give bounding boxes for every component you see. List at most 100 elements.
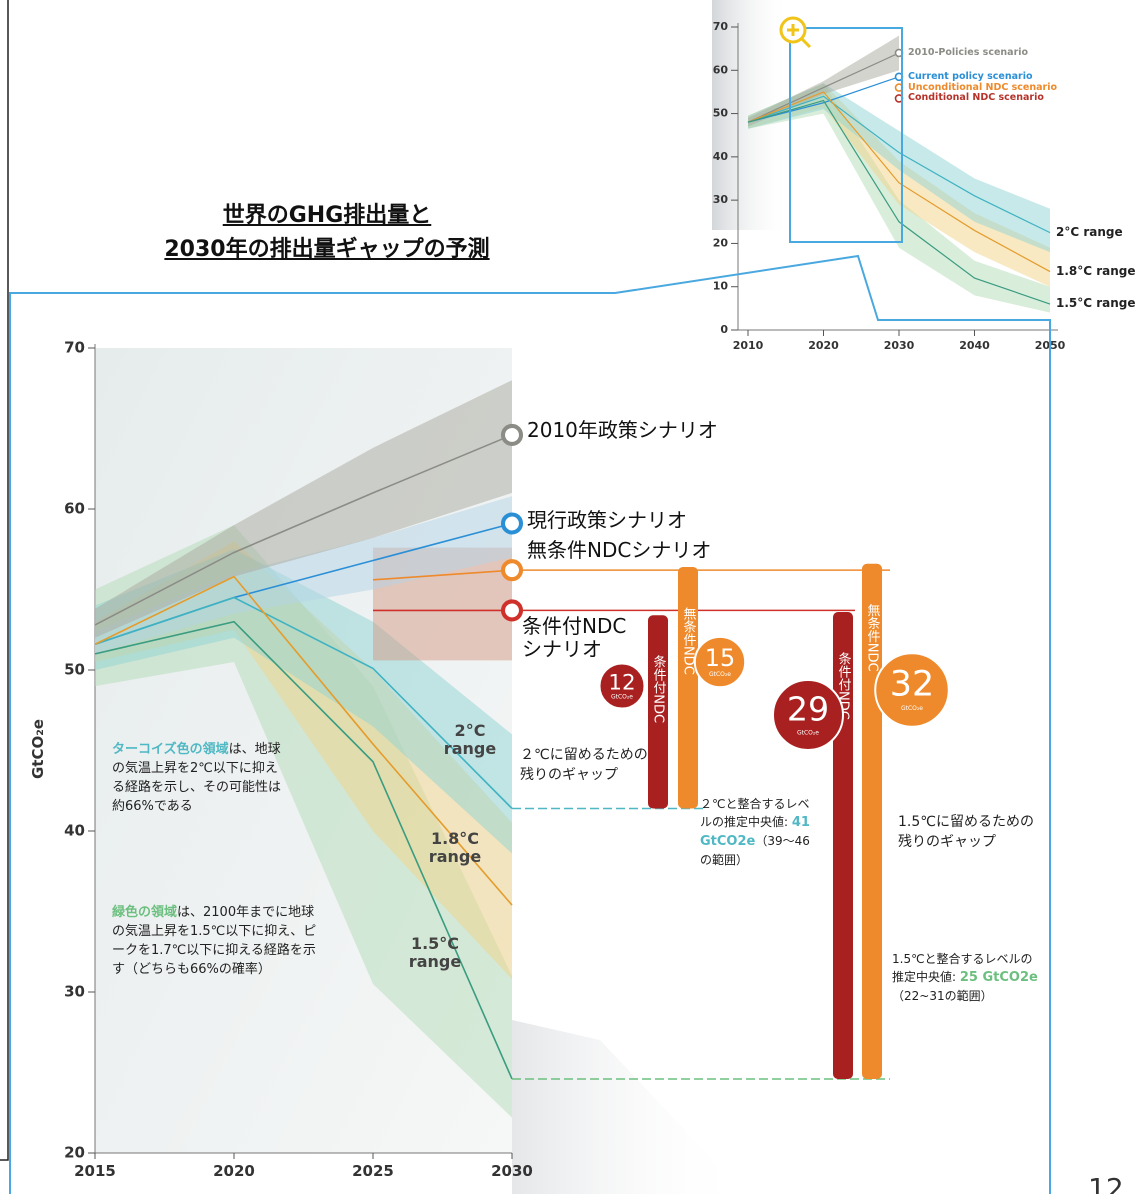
series-line — [747, 52, 900, 123]
gap-bar — [678, 566, 698, 809]
range-label: 1.8°C range — [428, 829, 482, 866]
range-label: 1.5°C range — [1056, 296, 1136, 311]
y-tick-label: 30 — [713, 193, 729, 206]
range-band — [95, 496, 512, 654]
series-line — [94, 596, 513, 810]
range-label: 2°C range — [1056, 224, 1123, 239]
y-tick-label: 40 — [713, 150, 729, 163]
gap-unit: GtCO₂e — [797, 729, 819, 736]
range-band — [748, 83, 1050, 253]
left-border — [0, 0, 9, 1161]
range-band — [748, 83, 1050, 287]
y-tick-label: 0 — [720, 323, 728, 336]
series-line — [372, 569, 513, 581]
zoom-icon-glyph — [787, 24, 812, 49]
gap-bar-label: 無条件NDC — [681, 607, 697, 675]
x-tick-label: 2010 — [733, 339, 764, 352]
legend-label: Conditional NDC scenario — [908, 92, 1044, 104]
y-tick-label: 40 — [64, 822, 85, 840]
title-line: 世界のGHG排出量と — [222, 203, 432, 228]
series-marker — [500, 512, 524, 535]
title-line: 2030年の排出量ギャップの予測 — [164, 237, 490, 262]
x-tick-label: 2025 — [352, 1162, 394, 1180]
gap-bubble — [693, 635, 747, 689]
y-tick-label: 60 — [713, 63, 729, 76]
y-tick-label: 20 — [713, 236, 729, 249]
series-line — [747, 76, 900, 123]
gap-bar-label: 無条件NDC — [865, 604, 881, 672]
page-number: 12 — [1088, 1172, 1124, 1194]
note-part: ２℃と整合するレベルの推定中央値: — [700, 797, 810, 829]
region-note: ターコイズ色の領域は、地球の気温上昇を2℃以下に抑える経路を示し、その可能性は約… — [112, 740, 284, 816]
y-tick-label: 20 — [64, 1144, 85, 1162]
gap-bubble — [598, 662, 646, 710]
note-part: は、地球の気温上昇を2℃以下に抑える経路を示し、その可能性は約66%である — [112, 742, 282, 814]
note-part: は、2100年までに地球の気温上昇を1.5℃以下に抑え、ピークを1.7℃以下に抑… — [112, 905, 317, 977]
legend-label: Current policy scenario — [908, 70, 1033, 82]
gap-value: 12 — [608, 670, 635, 695]
note-part: 1.5℃と整合するレベルの推定中央値: — [892, 952, 1033, 984]
note-part: ターコイズ色の領域 — [112, 742, 229, 757]
range-band — [95, 549, 512, 854]
gap-unit: GtCO₂e — [611, 693, 633, 700]
y-tick-label: 10 — [713, 280, 729, 293]
region-note: 緑色の領域は、2100年までに地球の気温上昇を1.5℃以下に抑え、ピークを1.7… — [112, 903, 327, 979]
note-part: 41 GtCO2e — [700, 815, 810, 849]
gap-label: ２℃に留めるための残りのギャップ — [520, 747, 648, 783]
y-tick-label: 50 — [713, 107, 729, 120]
x-tick-label: 2015 — [74, 1162, 116, 1180]
y-tick-label: 70 — [64, 339, 85, 357]
note-part: （22~31の範囲） — [892, 989, 993, 1003]
gap-unit: GtCO₂e — [709, 671, 731, 678]
range-band — [95, 380, 512, 638]
series-line — [747, 91, 1051, 273]
legend-label: Unconditional NDC scenario — [908, 81, 1058, 93]
series-label: 2010年政策シナリオ — [527, 418, 718, 442]
gap-bar-label: 条件付NDC — [651, 655, 667, 723]
zoom-frame — [9, 254, 1051, 1194]
series-label: 条件付NDC シナリオ — [522, 614, 627, 661]
range-band — [748, 35, 899, 127]
gap-bubble — [771, 678, 845, 752]
note-part: 緑色の領域 — [112, 905, 178, 920]
series-marker — [500, 559, 524, 582]
x-tick-label: 2040 — [959, 339, 990, 352]
series-label: 無条件NDCシナリオ — [527, 538, 712, 562]
range-band — [95, 525, 512, 1118]
gap-value: 32 — [890, 665, 934, 705]
series-marker — [500, 423, 524, 446]
y-tick-label: 50 — [64, 661, 85, 679]
y-tick-label: 30 — [64, 983, 85, 1001]
target-note: 1.5℃と整合するレベルの推定中央値: 25 GtCO2e （22~31の範囲） — [892, 950, 1042, 1005]
series-line — [747, 99, 1051, 305]
y-tick-label: 60 — [64, 500, 85, 518]
series-label: 現行政策シナリオ — [527, 508, 687, 532]
legend-label: 2010-Policies scenario — [908, 46, 1029, 58]
x-tick-label: 2020 — [808, 339, 839, 352]
gap-unit: GtCO₂e — [901, 705, 923, 712]
range-label: 1.5°C range — [408, 934, 462, 971]
series-marker — [500, 599, 524, 622]
range-label: 2°C range — [443, 721, 497, 758]
x-tick-label: 2020 — [213, 1162, 255, 1180]
gap-value: 15 — [705, 644, 735, 672]
series-line — [747, 95, 1051, 234]
note-part: （39～46の範囲） — [700, 834, 810, 867]
y-tick-label: 70 — [713, 20, 729, 33]
series-line — [94, 434, 513, 626]
series-line — [94, 575, 513, 906]
range-label: 1.8°C range — [1056, 263, 1136, 278]
gap-bubble — [874, 652, 950, 728]
x-tick-label: 2030 — [491, 1162, 533, 1180]
gap-value: 29 — [787, 689, 829, 728]
target-note: ２℃と整合するレベルの推定中央値: 41 GtCO2e（39～46の範囲） — [700, 795, 815, 869]
zoom-box — [789, 27, 903, 243]
gap-bar — [648, 615, 668, 809]
series-line — [94, 620, 513, 1080]
x-tick-label: 2030 — [884, 339, 915, 352]
gap-label: 1.5℃に留めるための残りのギャップ — [898, 814, 1034, 850]
